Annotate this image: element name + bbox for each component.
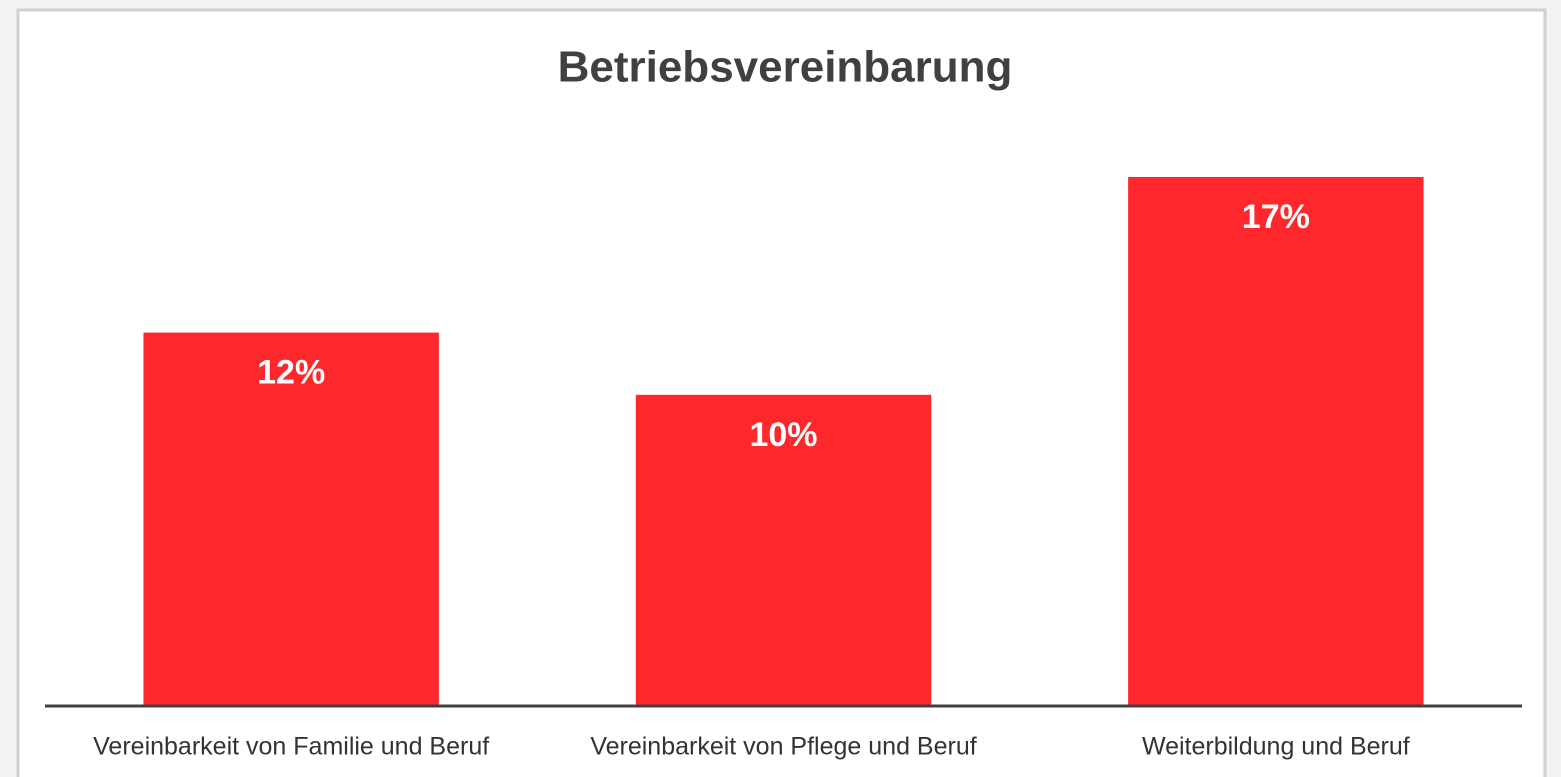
chart-title: Betriebsvereinbarung (558, 43, 1013, 92)
bar (1128, 177, 1424, 706)
x-tick-label: Weiterbildung und Beruf (1142, 733, 1410, 761)
value-label: 12% (257, 354, 325, 392)
value-label: 17% (1242, 198, 1310, 236)
value-label: 10% (749, 416, 817, 454)
x-tick-label: Vereinbarkeit von Familie und Beruf (93, 733, 489, 761)
bar (635, 394, 932, 706)
bar (143, 332, 439, 706)
x-tick-label: Vereinbarkeit von Pflege und Beruf (590, 733, 976, 761)
